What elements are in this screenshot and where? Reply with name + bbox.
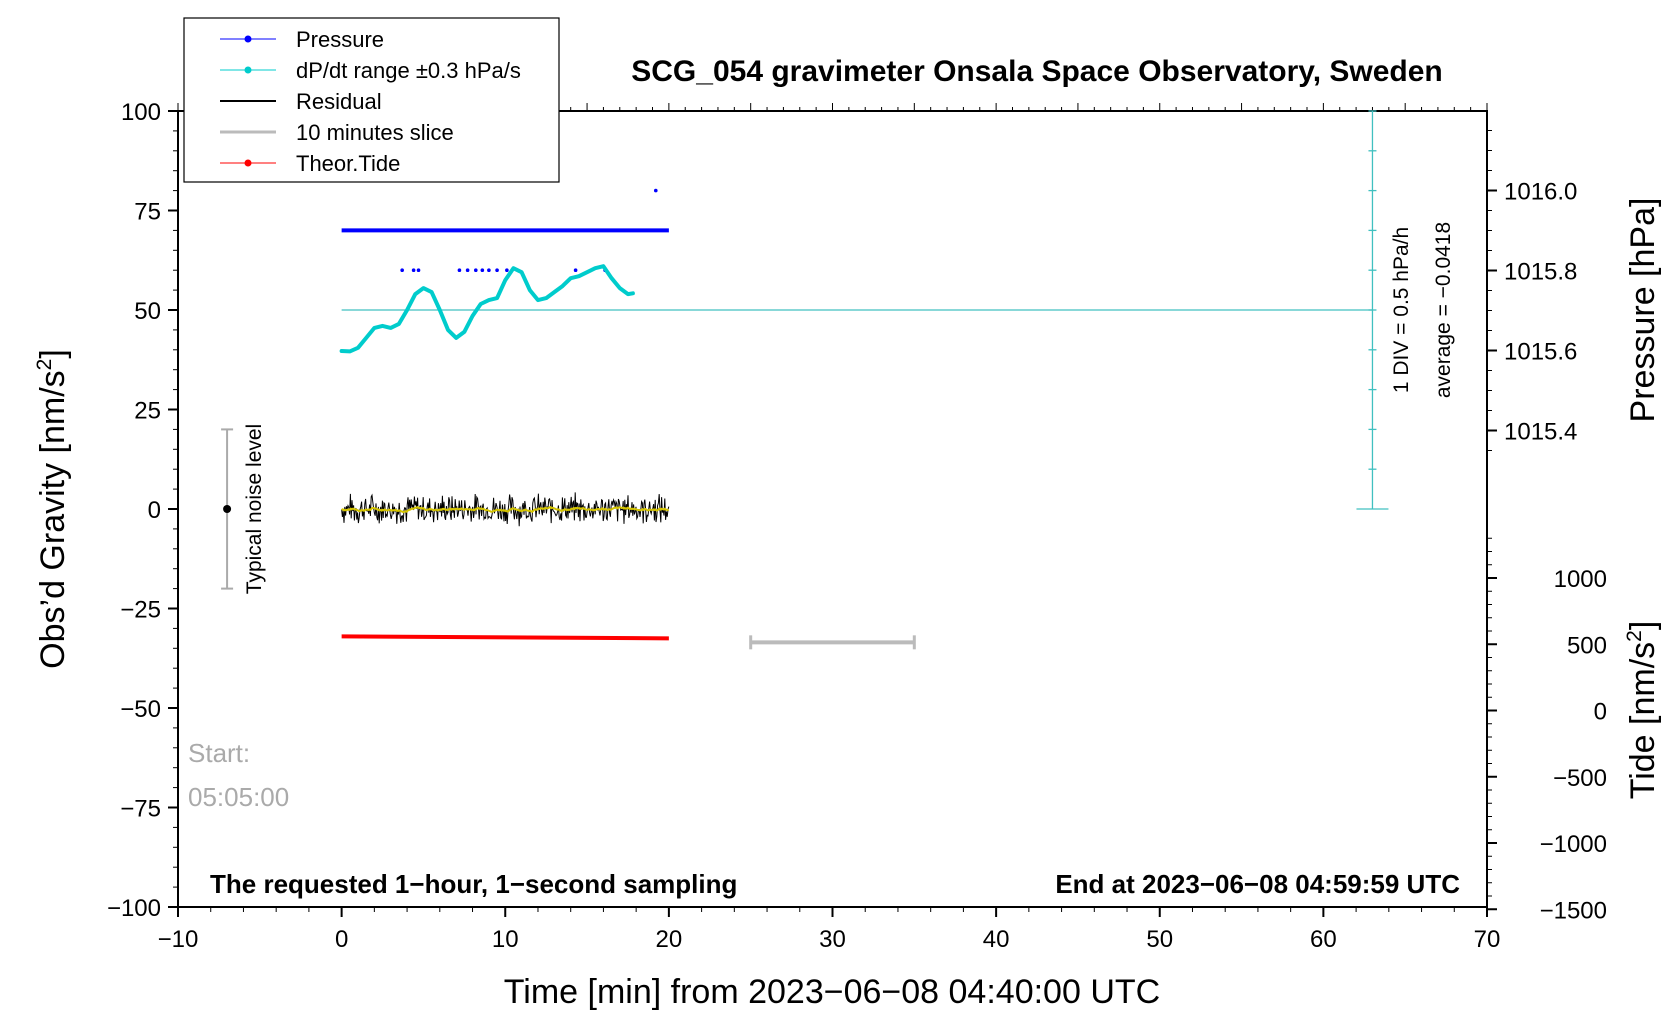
pressure-point: [465, 268, 470, 273]
tide-axis-title-end: ]: [1624, 621, 1662, 630]
start-time: 05:05:00: [188, 782, 289, 812]
x-tick-label: 50: [1146, 926, 1173, 953]
legend-marker-dpdt: [244, 66, 252, 74]
legend-label-residual: Residual: [296, 89, 382, 114]
legend: Pressure dP/dt range ±0.3 hPa/s Residual…: [183, 17, 560, 183]
left-axis-title: Obs’d Gravity [nm/s2]: [33, 349, 72, 669]
y-tick-label: 0: [148, 497, 161, 524]
y-tick-label: −25: [120, 597, 161, 624]
dpdt-average-label: average = −0.0418: [1432, 222, 1455, 398]
legend-marker-tide: [244, 159, 252, 167]
chart-title: SCG_054 gravimeter Onsala Space Observat…: [631, 55, 1443, 88]
x-axis-title: Time [min] from 2023−06−08 04:40:00 UTC: [504, 973, 1160, 1011]
tide-axis-title: Tide [nm/s2]: [1623, 621, 1662, 800]
pressure-tick-label: 1016.0: [1504, 179, 1577, 206]
pressure-tick-label: 1015.4: [1504, 419, 1577, 446]
noise-bar-center: [223, 505, 232, 513]
pressure-tick-label: 1015.8: [1504, 259, 1577, 286]
pressure-point: [653, 188, 658, 193]
pressure-point: [457, 268, 462, 273]
pressure-point: [400, 268, 404, 273]
pressure-point: [487, 268, 491, 273]
left-axis-title-sup: 2: [33, 359, 56, 371]
y-tick-label: −75: [120, 796, 161, 823]
dpdt-scale-label: 1 DIV = 0.5 hPa/h: [1390, 227, 1413, 393]
pressure-point: [473, 268, 478, 273]
tide-tick-label: 0: [1594, 699, 1607, 726]
tide-tick-label: −1500: [1540, 897, 1607, 924]
x-tick-label: 0: [335, 926, 348, 953]
left-axis-title-main: Obs’d Gravity [nm/s: [34, 370, 72, 669]
x-tick-label: 70: [1474, 926, 1501, 953]
data-layer: [221, 110, 1389, 650]
x-tick-label: −10: [158, 926, 199, 953]
residual-trace: [341, 492, 670, 527]
residual-smoothed-trace: [341, 505, 670, 514]
legend-label-tide: Theor.Tide: [296, 151, 400, 176]
pressure-point: [573, 268, 578, 273]
legend-label-slice: 10 minutes slice: [296, 120, 454, 145]
x-tick-label: 40: [983, 926, 1010, 953]
y-tick-label: −100: [107, 895, 161, 922]
legend-label-dpdt: dP/dt range ±0.3 hPa/s: [296, 58, 521, 83]
y-tick-label: 100: [121, 99, 161, 126]
x-tick-label: 10: [492, 926, 519, 953]
y-tick-label: −50: [120, 696, 161, 723]
left-axis-title-end: ]: [34, 349, 72, 358]
legend-label-pressure: Pressure: [296, 27, 384, 52]
x-tick-label: 60: [1310, 926, 1337, 953]
pressure-point: [495, 268, 499, 273]
end-time-note: End at 2023−06−08 04:59:59 UTC: [1055, 869, 1460, 899]
tide-tick-label: 500: [1567, 632, 1607, 659]
x-tick-label: 30: [819, 926, 846, 953]
pressure-point: [411, 268, 416, 273]
y-tick-label: 25: [134, 398, 161, 425]
pressure-tick-label: 1015.6: [1504, 339, 1577, 366]
y-tick-label: 75: [134, 199, 161, 226]
y-tick-label: 50: [134, 298, 161, 325]
start-label: Start:: [188, 738, 250, 768]
tide-tick-label: −1000: [1540, 831, 1607, 858]
x-tick-label: 20: [656, 926, 683, 953]
pressure-point: [416, 268, 421, 273]
tide-tick-label: 1000: [1554, 566, 1607, 593]
tide-axis-title-main: Tide [nm/s: [1624, 642, 1662, 799]
dpdt-curve: [339, 264, 635, 354]
pressure-point: [480, 268, 485, 273]
pressure-point: [505, 268, 509, 273]
sampling-note: The requested 1−hour, 1−second sampling: [210, 869, 737, 899]
pressure-axis-title: Pressure [hPa]: [1624, 198, 1662, 423]
tide-tick-label: −500: [1553, 765, 1607, 792]
noise-level-label: Typical noise level: [243, 424, 266, 594]
legend-marker-pressure: [244, 35, 252, 43]
axis-ticks: −10 0 10 20 30 40 50 60 701007550250−25−50−75−10…: [107, 99, 1607, 953]
tide-line: [341, 634, 669, 641]
tide-axis-title-sup: 2: [1623, 630, 1646, 642]
